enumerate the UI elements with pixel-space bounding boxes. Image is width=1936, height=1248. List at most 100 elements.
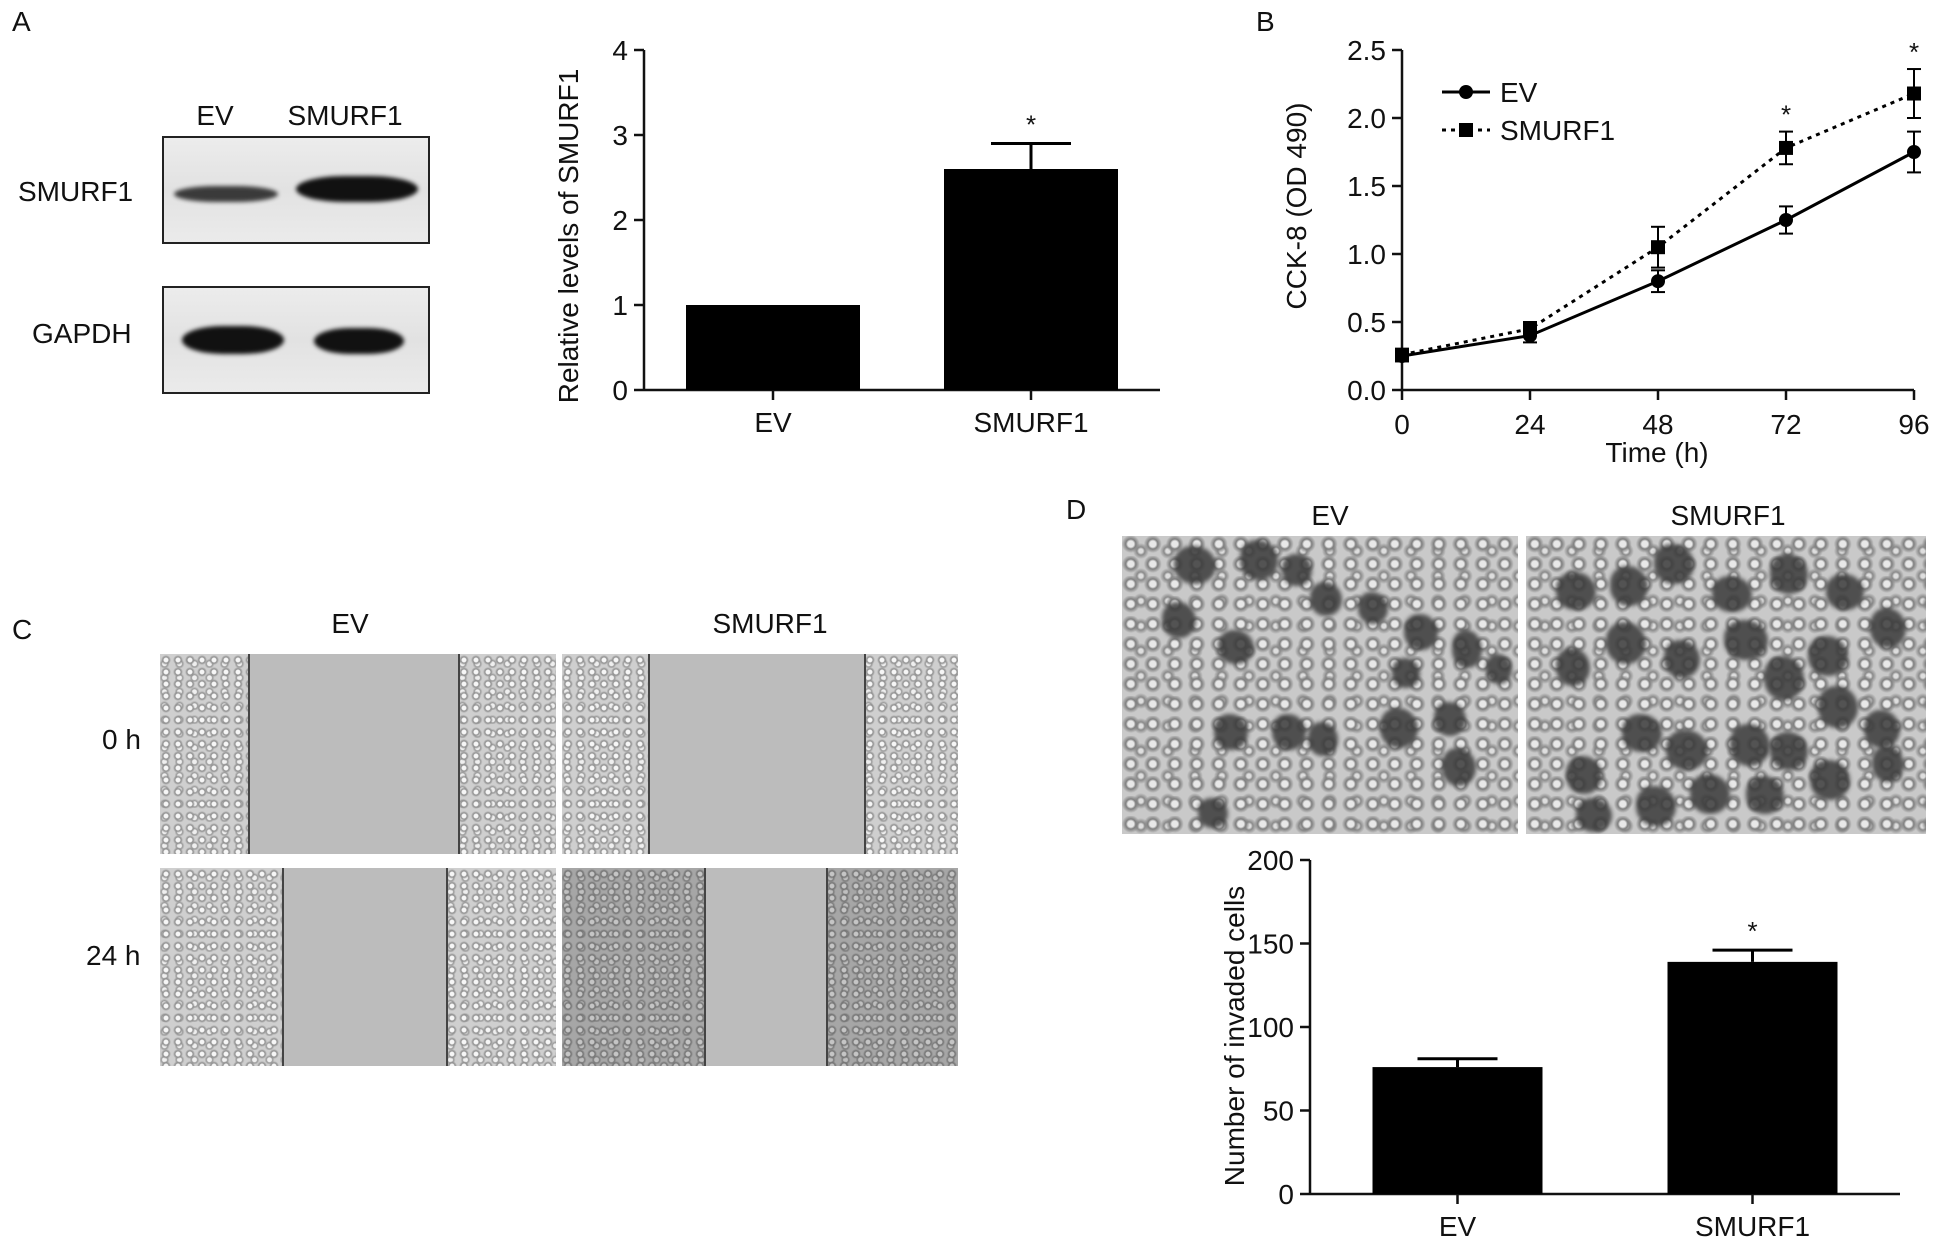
bar: [944, 169, 1118, 390]
wound-col-label: SMURF1: [712, 608, 828, 639]
invaded-cell: [1770, 732, 1808, 770]
wound-col-label: EV: [331, 608, 369, 639]
chart-b-plot: 0.0 0.5 1.0 1.5 2.0 2.5 0 24 48 72 96 EV SMURF1 * *: [1347, 35, 1930, 440]
invaded-cell: [1764, 656, 1804, 700]
invaded-cell: [1610, 566, 1648, 606]
y-tick-label: 1.5: [1347, 171, 1386, 202]
y-tick-label: 0.0: [1347, 375, 1386, 406]
data-point: [1651, 240, 1665, 255]
y-tick-label: 2: [612, 205, 628, 236]
invaded-cell: [1392, 658, 1420, 688]
transwell-image-smurf1: [1526, 536, 1926, 834]
y-tick-label: 3: [612, 120, 628, 151]
wound-image-smurf1-24h: [562, 868, 958, 1066]
panel-label-d: D: [1066, 494, 1087, 525]
bar: [1667, 961, 1838, 1194]
invaded-cell: [1310, 582, 1342, 616]
legend-label: EV: [1500, 77, 1538, 108]
wound-image-ev-0h: [160, 654, 556, 854]
invaded-cell: [1712, 576, 1752, 612]
invaded-cell: [1566, 756, 1602, 794]
chart-b-xlabel: Time (h): [1605, 437, 1708, 468]
invaded-cell: [1308, 722, 1338, 756]
invaded-cell: [1240, 540, 1278, 580]
wound-image-ev-24h: [160, 868, 556, 1066]
transwell-col-label: EV: [1311, 500, 1349, 531]
significance-marker: *: [1026, 110, 1036, 140]
invaded-cell: [1272, 714, 1306, 750]
blot-band: [296, 176, 418, 202]
y-tick-label: 100: [1247, 1012, 1294, 1043]
data-point: [1395, 347, 1409, 362]
blot-band: [182, 326, 284, 354]
x-tick-label: 96: [1898, 409, 1929, 440]
y-tick-label: 0.5: [1347, 307, 1386, 338]
data-point: [1907, 86, 1921, 101]
x-tick-label: 24: [1514, 409, 1545, 440]
legend-marker: [1459, 123, 1473, 137]
y-tick-label: 150: [1247, 929, 1294, 960]
invaded-cell: [1282, 554, 1312, 586]
x-tick-label: 0: [1394, 409, 1410, 440]
y-tick-label: 50: [1263, 1096, 1294, 1127]
invaded-cell: [1872, 746, 1904, 782]
invaded-cell: [1664, 640, 1700, 678]
transwell-image-ev: [1122, 536, 1518, 834]
invaded-cell: [1380, 708, 1418, 748]
data-point: [1779, 213, 1793, 227]
panel-label-c: C: [12, 614, 33, 645]
data-point: [1907, 145, 1921, 159]
bar: [686, 305, 860, 390]
series-line: [1401, 92, 1915, 357]
legend-marker: [1459, 85, 1473, 99]
blot-lane-label: SMURF1: [287, 100, 403, 131]
invaded-cell: [1442, 748, 1476, 786]
wound-row-label: 24 h: [86, 940, 141, 971]
invaded-cell: [1870, 608, 1906, 648]
invaded-cell: [1826, 574, 1864, 610]
panel-label-a: A: [12, 6, 31, 37]
invaded-cell: [1808, 636, 1848, 676]
chart-a-plot: 0 1 2 3 4 EV * SMURF1: [612, 35, 1160, 438]
invaded-cell: [1162, 602, 1196, 638]
invaded-cell: [1622, 714, 1662, 752]
invaded-cell: [1174, 546, 1216, 584]
data-point: [1779, 140, 1793, 155]
invaded-cell: [1818, 686, 1858, 728]
bar: [1372, 1067, 1543, 1194]
invaded-cell: [1556, 572, 1596, 610]
significance-marker: *: [1909, 37, 1919, 67]
x-tick-label: SMURF1: [1695, 1211, 1810, 1242]
chart-a-ylabel: Relative levels of SMURF1: [553, 69, 584, 404]
x-tick-label: SMURF1: [973, 407, 1088, 438]
legend-label: SMURF1: [1500, 115, 1615, 146]
blot-row-label: SMURF1: [18, 176, 134, 207]
invaded-cell: [1666, 730, 1708, 770]
wound-row-label: 0 h: [102, 724, 141, 755]
invaded-cell: [1724, 620, 1768, 660]
invaded-cell: [1556, 648, 1590, 686]
blot-smurf1-strip: [162, 136, 430, 244]
chart-d-ylabel: Number of invaded cells: [1219, 886, 1250, 1186]
blot-lane-label: EV: [196, 100, 234, 131]
invaded-cell: [1452, 630, 1482, 668]
x-tick-label: EV: [754, 407, 792, 438]
invaded-cell: [1864, 710, 1900, 748]
invaded-cell: [1746, 776, 1784, 814]
y-tick-label: 1.0: [1347, 239, 1386, 270]
invaded-cell: [1486, 654, 1512, 684]
invaded-cell: [1690, 774, 1730, 814]
invaded-cell: [1636, 786, 1676, 826]
y-tick-label: 1: [612, 290, 628, 321]
invaded-cell: [1606, 622, 1646, 664]
invaded-cell: [1576, 798, 1612, 832]
data-point: [1651, 274, 1665, 289]
x-tick-label: 48: [1642, 409, 1673, 440]
chart-a-bar: Relative levels of SMURF1 0 1 2 3 4 EV * SMURF1: [553, 35, 1160, 438]
significance-marker: *: [1747, 916, 1757, 946]
x-tick-label: 72: [1770, 409, 1801, 440]
blot-row-label: GAPDH: [32, 318, 132, 349]
invaded-cell: [1770, 554, 1808, 594]
chart-b-line: CCK-8 (OD 490) Time (h) 0.0 0.5 1.0 1.5 2.0 2…: [1281, 35, 1930, 468]
data-point: [1523, 321, 1537, 336]
